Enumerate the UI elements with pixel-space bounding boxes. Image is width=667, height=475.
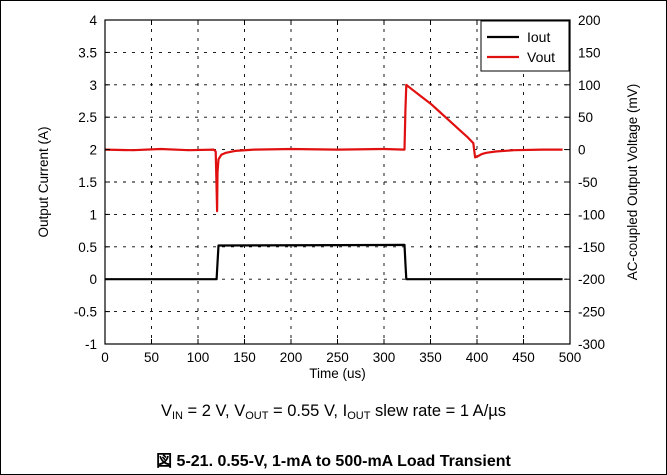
x-tick-label: 400 — [466, 350, 489, 365]
y-tick-label-right: -250 — [578, 305, 605, 320]
x-tick-label: 350 — [419, 350, 442, 365]
y-tick-label-right: 50 — [578, 110, 593, 125]
figure-caption: 図 5-21. 0.55-V, 1-mA to 500-mA Load Tran… — [156, 453, 511, 470]
y-tick-label-left: 1.5 — [78, 175, 97, 190]
y-tick-label-left: 0 — [89, 272, 97, 287]
x-tick-label: 150 — [233, 350, 256, 365]
x-tick-label: 500 — [559, 350, 582, 365]
condition-subscript: OUT — [347, 410, 371, 422]
y-tick-label-right: -50 — [578, 175, 598, 190]
y-tick-label-right: -100 — [578, 207, 605, 222]
chart: 0 50 100 150 200 250 300 350 400 450 500-1 -300-0.5… — [36, 13, 640, 381]
y-tick-label-left: 0.5 — [78, 240, 97, 255]
legend-label-iout: Iout — [527, 29, 550, 45]
series-line-iout — [105, 243, 563, 281]
series-layer — [104, 83, 563, 281]
x-tick-label: 450 — [512, 350, 535, 365]
y-tick-label-right: 150 — [578, 45, 601, 60]
condition-subscript: OUT — [245, 410, 269, 422]
y-tick-label-right: -300 — [578, 337, 605, 352]
y-axis-right-title: AC-coupled Output Voltage (mV) — [625, 84, 640, 281]
legend-label-vout: Vout — [527, 49, 555, 65]
condition-subscript: IN — [171, 410, 183, 422]
x-tick-label: 100 — [187, 350, 210, 365]
y-tick-label-right: 200 — [578, 13, 601, 28]
x-tick-label: 200 — [280, 350, 303, 365]
x-tick-label: 250 — [326, 350, 349, 365]
condition-text: = 2 V, V — [182, 402, 246, 420]
y-tick-label-left: 2.5 — [78, 110, 97, 125]
x-tick-label: 300 — [373, 350, 396, 365]
y-tick-label-left: 2 — [89, 143, 97, 158]
y-tick-label-left: 3.5 — [78, 45, 97, 60]
condition-text: slew rate = 1 A/µs — [370, 402, 507, 420]
test-conditions: VIN = 2 V, VOUT = 0.55 V, IOUT slew rate… — [0, 402, 667, 422]
y-tick-label-left: 1 — [89, 207, 97, 222]
y-tick-label-right: -150 — [578, 240, 605, 255]
y-tick-label-left: -1 — [85, 337, 97, 352]
condition-text: V — [160, 402, 172, 420]
x-axis-title: Time (us) — [309, 366, 366, 381]
y-tick-label-left: 4 — [89, 13, 97, 28]
condition-text: = 0.55 V, I — [268, 402, 348, 420]
y-tick-label-left: -0.5 — [74, 305, 97, 320]
legend-box — [480, 20, 570, 72]
y-tick-label-right: 0 — [578, 143, 586, 158]
y-tick-label-right: 100 — [578, 78, 601, 93]
series-line-vout — [104, 83, 563, 213]
y-axis-left-title: Output Current (A) — [36, 126, 51, 237]
y-tick-label-right: -200 — [578, 272, 605, 287]
y-tick-label-left: 3 — [89, 78, 97, 93]
x-tick-label: 50 — [144, 350, 159, 365]
legend: Iout Vout — [480, 20, 570, 72]
axis-labels: 0 50 100 150 200 250 300 350 400 450 500-1 -300-0.5… — [36, 13, 640, 381]
x-tick-label: 0 — [101, 350, 109, 365]
